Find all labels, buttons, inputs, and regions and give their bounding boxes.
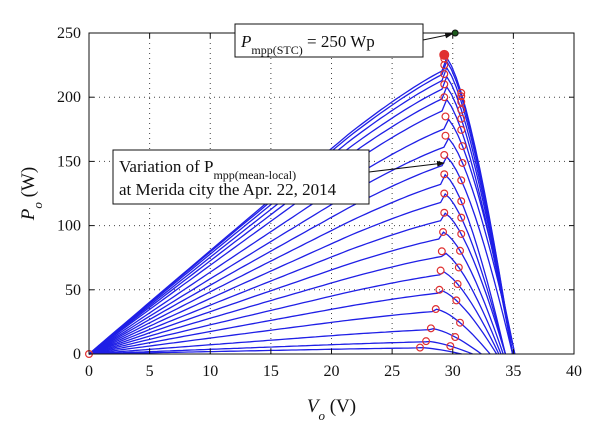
power-curve	[88, 173, 507, 355]
power-curve	[88, 98, 514, 355]
annotation-local-box	[112, 149, 370, 205]
y-axis-label: Po (W)	[18, 167, 45, 221]
power-curve	[88, 118, 516, 355]
annotation-stc-post: = 250 Wp	[303, 32, 375, 51]
power-curve	[88, 252, 502, 355]
y-tick-label: 200	[57, 89, 81, 106]
mpp-marker	[416, 343, 425, 352]
mpp-marker	[440, 189, 449, 198]
annotation-local-line-2: at Merida city the Apr. 22, 2014	[119, 180, 337, 199]
y-tick-label: 100	[57, 218, 81, 235]
annotation-local: Variation of Pmpp(mean-local) at Merida …	[112, 149, 445, 205]
mpp-marker	[440, 80, 449, 89]
mpp-marker	[439, 228, 448, 237]
x-axis-label-sub: o	[318, 408, 325, 423]
mpp-marker-secondary	[454, 263, 463, 272]
mpp-marker-secondary	[457, 229, 466, 238]
mpp-marker	[431, 305, 440, 314]
x-tick-label: 5	[146, 363, 154, 380]
power-curves	[88, 55, 516, 355]
mpp-marker	[426, 324, 435, 333]
power-curve	[88, 231, 504, 355]
power-curve	[88, 137, 516, 355]
mpp-marker-secondary	[457, 92, 466, 101]
mpp-marker-secondary	[457, 176, 466, 185]
x-axis-label-unit: (V)	[325, 396, 356, 417]
mpp-marker	[440, 170, 449, 179]
x-tick-label: 10	[202, 363, 218, 380]
tick-labels: 0 5 10 15 20 25 30 35 40 0 50 100 150 200 250	[57, 25, 582, 380]
annotation-stc: Pmpp(STC) = 250 Wp	[234, 23, 459, 58]
power-curve	[88, 308, 491, 355]
mpp-marker	[440, 93, 449, 102]
mpp-marker-secondary	[457, 105, 466, 114]
annotation-local-arrow	[368, 160, 445, 173]
mpp-marker	[441, 131, 450, 140]
annotation-stc-pre: P	[240, 32, 251, 51]
x-tick-label: 25	[384, 363, 400, 380]
mpp-marker-secondary	[457, 213, 466, 222]
annotation-stc-sub: mpp(STC)	[251, 43, 302, 57]
mpp-marker-secondary	[451, 333, 460, 342]
mpp-marker-secondary	[458, 158, 467, 167]
mpp-marker	[440, 150, 449, 159]
power-curve	[88, 328, 482, 355]
mpp-marker	[435, 285, 444, 294]
mpp-marker-secondary	[457, 125, 466, 134]
mpp-marker	[440, 70, 449, 79]
power-curve	[88, 192, 507, 355]
y-axis-label-sub: o	[30, 202, 45, 209]
power-curve	[88, 271, 500, 355]
x-tick-label: 15	[263, 363, 279, 380]
annotation-local-sub: mpp(mean-local)	[213, 168, 296, 182]
mpp-marker-secondary	[452, 296, 461, 305]
x-tick-label: 35	[505, 363, 521, 380]
mpp-marker-secondary	[456, 246, 465, 255]
x-axis-label: Vo (V)	[307, 396, 356, 423]
x-tick-label: 30	[445, 363, 461, 380]
annotation-stc-arrow	[422, 32, 454, 41]
y-tick-label: 150	[57, 153, 81, 170]
mpp-marker-secondary	[457, 197, 466, 206]
y-axis-label-main: P	[18, 208, 39, 221]
annotation-stc-box	[234, 23, 424, 58]
x-tick-label: 40	[566, 363, 582, 380]
mpp-marker	[422, 337, 431, 346]
mpp-marker	[440, 208, 449, 217]
power-curve	[88, 289, 498, 355]
stc-mpp-point	[451, 29, 459, 37]
mpp-marker-secondary	[458, 142, 467, 151]
mpp-marker-secondary	[453, 280, 462, 289]
mpp-marker-secondary	[446, 342, 455, 351]
mpp-marker	[437, 247, 446, 256]
max-mpp-marker	[439, 49, 450, 60]
y-axis-label-unit: (W)	[18, 167, 39, 202]
power-curve	[88, 59, 514, 355]
y-tick-label: 50	[65, 282, 81, 299]
y-tick-label: 0	[73, 346, 81, 363]
mpp-marker-secondary	[457, 97, 466, 106]
mpp-marker-secondary	[456, 318, 465, 327]
power-curve	[88, 346, 462, 355]
x-tick-label: 0	[85, 363, 93, 380]
mpp-marker	[436, 266, 445, 275]
power-curve	[88, 340, 473, 355]
annotation-stc-text: Pmpp(STC) = 250 Wp	[240, 32, 375, 57]
annotations: Pmpp(STC) = 250 Wp Variation of Pmpp(mea…	[112, 23, 459, 205]
mpp-marker-secondary	[457, 88, 466, 97]
power-curve	[88, 212, 507, 355]
x-axis-label-main: V	[307, 396, 321, 417]
mpp-marker	[441, 112, 450, 121]
mpp-markers	[84, 49, 467, 359]
x-tick-label: 20	[324, 363, 340, 380]
y-tick-label: 250	[57, 25, 81, 42]
mpp-marker-secondary	[457, 114, 466, 123]
annotation-local-pre: Variation of P	[119, 157, 213, 176]
annotation-local-line-1: Variation of Pmpp(mean-local)	[119, 157, 296, 182]
